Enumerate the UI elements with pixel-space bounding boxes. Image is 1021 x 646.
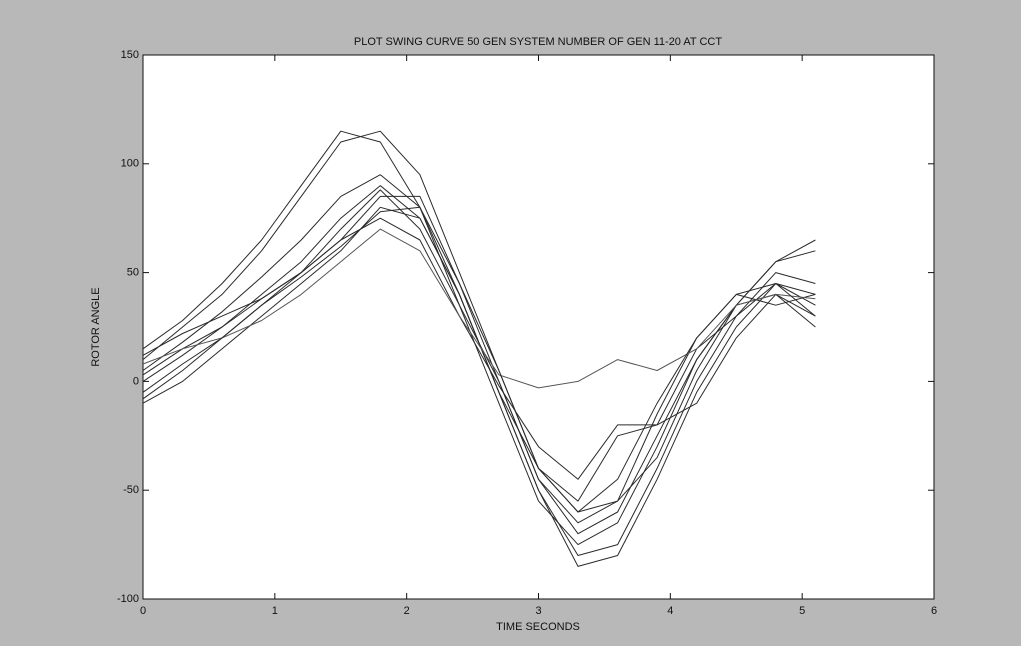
y-tick-label: 100 (121, 158, 139, 170)
y-tick-label: -50 (123, 484, 139, 496)
x-tick-label: 5 (799, 605, 805, 617)
x-tick-label: 0 (140, 605, 146, 617)
y-tick-label: -100 (117, 593, 139, 605)
x-tick-label: 1 (272, 605, 278, 617)
x-tick-label: 2 (404, 605, 410, 617)
x-tick-label: 3 (535, 605, 541, 617)
x-axis-label: TIME SECONDS (496, 621, 580, 633)
chart-title: PLOT SWING CURVE 50 GEN SYSTEM NUMBER OF… (354, 36, 722, 48)
y-tick-label: 0 (133, 375, 139, 387)
y-axis-label: ROTOR ANGLE (90, 287, 102, 366)
y-tick-label: 150 (121, 49, 139, 61)
x-tick-label: 4 (667, 605, 673, 617)
x-tick-label: 6 (931, 605, 937, 617)
page: {"chart_data": {"type": "line", "title":… (0, 0, 1021, 646)
chart: PLOT SWING CURVE 50 GEN SYSTEM NUMBER OF… (0, 0, 1021, 646)
y-tick-label: 50 (127, 267, 139, 279)
